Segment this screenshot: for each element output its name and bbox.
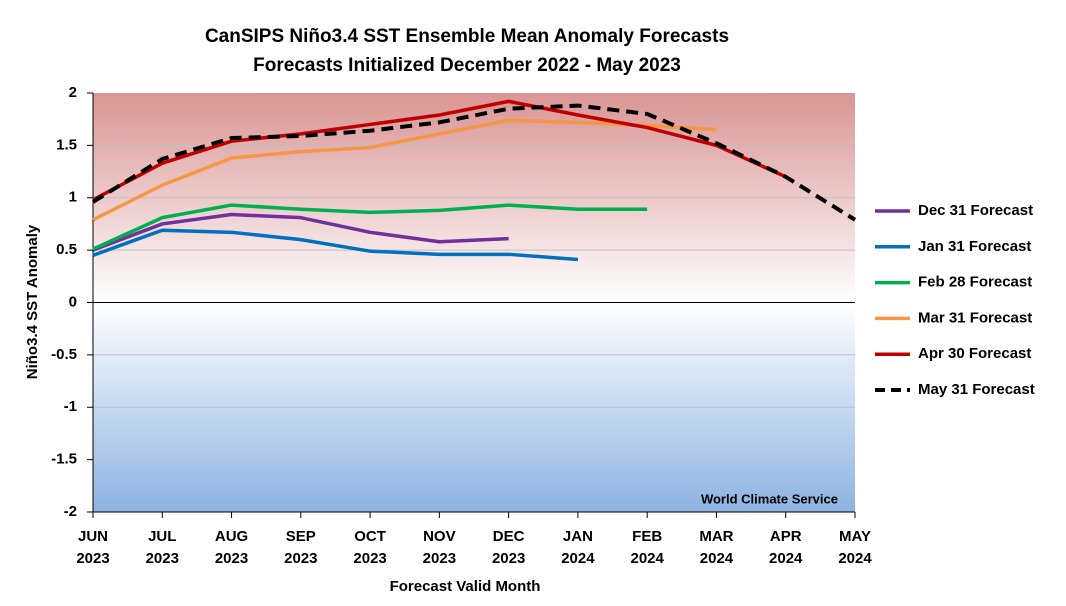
y-tick-label: -1.5 [51,451,77,468]
x-tick-label: SEP 2023 [284,528,318,567]
y-tick-label: -1 [64,398,77,415]
chart-title: CanSIPS Niño3.4 SST Ensemble Mean Anomal… [205,26,729,47]
y-tick-label: -2 [64,503,77,520]
series-line [92,203,648,251]
x-tick-label: OCT 2023 [353,528,387,567]
x-tick-label: FEB 2024 [630,528,664,567]
series-line [92,99,787,202]
series-line [92,212,509,252]
annotation: World Climate Service [701,491,838,506]
legend-label: Feb 28 Forecast [918,274,1032,291]
x-tick-label: JUN 2023 [76,528,110,567]
legend-label: Jan 31 Forecast [918,238,1031,255]
y-tick-label: 0 [69,293,77,310]
series-line [92,228,579,262]
x-tick-label: APR 2024 [769,528,803,567]
y-tick-label: -0.5 [51,346,77,363]
x-axis-label: Forecast Valid Month [390,578,541,595]
y-tick-label: 1.5 [56,136,77,153]
y-tick-label: 0.5 [56,241,77,258]
y-tick-label: 1 [69,189,77,206]
chart-subtitle: Forecasts Initialized December 2022 - Ma… [253,55,681,76]
legend-label: Dec 31 Forecast [918,202,1033,219]
x-tick-label: MAY 2024 [838,528,872,567]
x-tick-label: AUG 2023 [214,528,249,567]
x-tick-label: JUL 2023 [145,528,179,567]
y-tick-label: 2 [69,84,77,101]
x-tick-label: DEC 2023 [491,528,526,567]
legend-label: May 31 Forecast [918,381,1035,398]
legend-label: Apr 30 Forecast [918,345,1031,362]
series-line [91,103,857,222]
series-line [92,118,717,222]
x-tick-label: NOV 2023 [422,528,457,567]
x-tick-label: MAR 2024 [699,528,734,567]
legend-label: Mar 31 Forecast [918,309,1032,326]
y-axis-label: Niño3.4 SST Anomaly [24,224,41,379]
x-tick-label: JAN 2024 [561,528,595,567]
